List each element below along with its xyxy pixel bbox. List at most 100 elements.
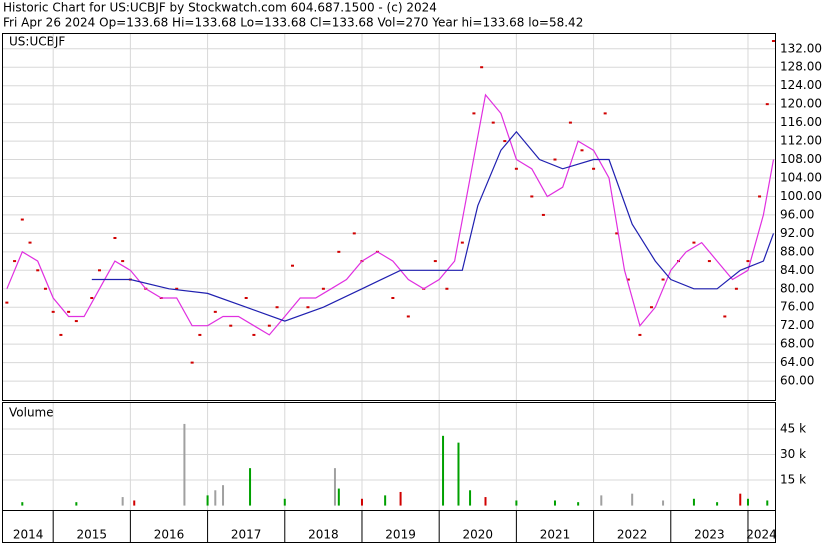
y-tick-label: 72.00 bbox=[780, 318, 814, 332]
y-tick-label: 45 k bbox=[780, 422, 806, 436]
price-tick bbox=[252, 333, 256, 336]
volume-bar bbox=[133, 500, 136, 506]
volume-bar bbox=[600, 495, 603, 506]
y-tick-label: 84.00 bbox=[780, 263, 814, 277]
y-tick-label: 30 k bbox=[780, 447, 806, 461]
y-tick-label: 60.00 bbox=[780, 374, 814, 388]
chart-subtitle: Fri Apr 26 2024 Op=133.68 Hi=133.68 Lo=1… bbox=[3, 16, 583, 30]
price-tick bbox=[603, 112, 607, 115]
price-panel bbox=[2, 33, 776, 401]
volume-bar bbox=[739, 493, 742, 506]
x-tick-label: 2016 bbox=[154, 528, 185, 542]
volume-bar bbox=[399, 491, 402, 506]
chart-title: Historic Chart for US:UCBJF by Stockwatc… bbox=[3, 1, 437, 15]
volume-bar bbox=[249, 468, 252, 506]
volume-bar bbox=[577, 502, 580, 506]
price-tick bbox=[244, 297, 248, 299]
price-tick bbox=[51, 310, 55, 313]
price-tick bbox=[98, 269, 101, 272]
price-tick bbox=[723, 315, 727, 318]
price-tick bbox=[661, 278, 665, 281]
symbol-label: US:UCBJF bbox=[9, 35, 65, 49]
x-tick-label: 2019 bbox=[385, 528, 416, 542]
volume-bar bbox=[515, 500, 518, 506]
volume-bar bbox=[21, 502, 24, 506]
volume-bar bbox=[384, 495, 387, 506]
y-tick-label: 80.00 bbox=[780, 281, 814, 295]
volume-bar bbox=[662, 500, 665, 506]
price-tick bbox=[746, 260, 750, 263]
volume-bar bbox=[283, 498, 286, 506]
price-tick bbox=[491, 121, 495, 124]
price-tick bbox=[568, 121, 572, 124]
y-tick-label: 112.00 bbox=[780, 134, 822, 148]
x-tick-label: 2023 bbox=[694, 528, 725, 542]
y-tick-label: 68.00 bbox=[780, 337, 814, 351]
price-tick bbox=[36, 269, 40, 272]
price-tick bbox=[460, 241, 464, 244]
price-tick bbox=[198, 333, 202, 336]
x-tick-label: 2022 bbox=[617, 528, 648, 542]
price-tick bbox=[213, 310, 217, 313]
y-tick-label: 120.00 bbox=[780, 97, 822, 111]
volume-bar bbox=[692, 498, 695, 506]
y-tick-label: 92.00 bbox=[780, 226, 814, 240]
volume-bar bbox=[457, 442, 460, 506]
volume-bar bbox=[222, 485, 225, 506]
volume-bar bbox=[360, 498, 363, 506]
price-tick bbox=[530, 195, 534, 198]
price-tick bbox=[514, 167, 518, 170]
volume-bar bbox=[75, 502, 78, 506]
price-tick bbox=[692, 241, 696, 244]
x-tick-label: 2018 bbox=[308, 528, 339, 542]
volume-bar bbox=[631, 493, 634, 506]
volume-bar bbox=[333, 468, 336, 506]
price-tick bbox=[553, 158, 557, 161]
volume-bar bbox=[766, 500, 769, 506]
price-tick bbox=[229, 324, 233, 327]
y-tick-label: 88.00 bbox=[780, 244, 814, 258]
price-tick bbox=[433, 260, 437, 263]
volume-panel bbox=[2, 402, 776, 511]
moving-average-line bbox=[91, 130, 775, 322]
price-tick bbox=[480, 66, 484, 69]
y-tick-label: 100.00 bbox=[780, 189, 822, 203]
price-tick bbox=[472, 112, 476, 115]
volume-bar bbox=[553, 500, 556, 506]
volume-bar bbox=[469, 490, 472, 506]
price-tick bbox=[321, 287, 325, 290]
x-tick-label: 2014 bbox=[13, 528, 44, 542]
price-tick bbox=[615, 232, 619, 235]
price-tick bbox=[28, 241, 32, 244]
price-tick bbox=[190, 361, 194, 364]
y-tick-label: 15 k bbox=[780, 473, 806, 487]
x-tick-label: 2024 bbox=[746, 528, 777, 542]
volume-bar bbox=[337, 488, 340, 506]
price-tick bbox=[337, 250, 341, 253]
price-tick bbox=[445, 287, 449, 290]
price-tick bbox=[406, 315, 410, 318]
volume-bar bbox=[746, 498, 749, 506]
price-tick bbox=[20, 218, 24, 221]
volume-bar bbox=[442, 435, 445, 506]
price-tick bbox=[503, 140, 507, 143]
price-tick bbox=[74, 320, 78, 323]
y-tick-label: 108.00 bbox=[780, 152, 822, 166]
price-tick bbox=[13, 260, 17, 263]
volume-bar bbox=[206, 495, 209, 506]
price-tick bbox=[541, 213, 545, 216]
x-tick-label: 2020 bbox=[463, 528, 494, 542]
price-tick bbox=[306, 306, 310, 309]
price-tick bbox=[592, 167, 596, 170]
price-tick bbox=[121, 260, 125, 263]
price-tick bbox=[626, 278, 630, 281]
price-tick bbox=[707, 260, 711, 263]
y-tick-label: 96.00 bbox=[780, 207, 814, 221]
volume-bar bbox=[484, 497, 487, 506]
price-tick bbox=[175, 287, 179, 290]
price-tick bbox=[765, 103, 769, 106]
y-tick-label: 76.00 bbox=[780, 300, 814, 314]
volume-bar bbox=[121, 497, 124, 506]
price-tick bbox=[113, 237, 117, 239]
price-tick bbox=[649, 306, 653, 309]
